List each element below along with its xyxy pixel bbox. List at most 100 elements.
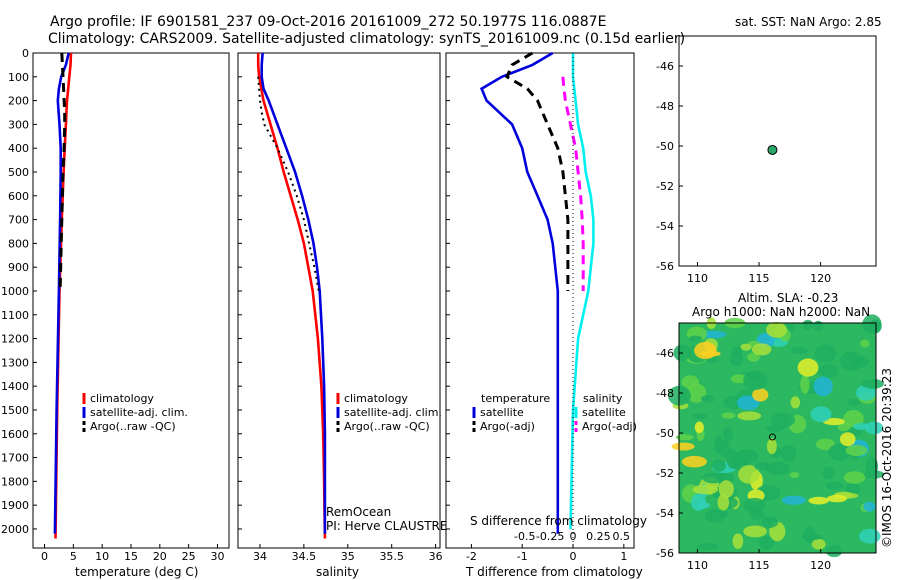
legend-argo: Argo(..raw -QC) <box>344 420 430 433</box>
map-y-tick-label: -52 <box>656 180 674 193</box>
x-tick-label: 0 <box>570 550 577 563</box>
heatmap-cell <box>704 509 726 523</box>
heatmap-cell <box>845 445 868 456</box>
sst-map-title: sat. SST: NaN Argo: 2.85 <box>735 15 882 29</box>
y-tick-label: 800 <box>8 237 29 250</box>
map-x-tick-label: 120 <box>810 559 831 572</box>
series-line-1 <box>260 52 327 534</box>
figure-title-line1: Argo profile: IF 6901581_237 09-Oct-2016… <box>50 14 606 30</box>
heatmap-cell <box>814 344 837 363</box>
y-tick-label: 1800 <box>1 475 29 488</box>
legend-temp-argo: Argo(-adj) <box>480 420 535 433</box>
heatmap-cell <box>729 351 744 367</box>
sla-map-title-line2: Argo h1000: NaN h2000: NaN <box>692 305 870 319</box>
heatmap-cell <box>747 352 760 362</box>
heatmap-cell <box>767 438 777 455</box>
heatmap-cell <box>752 388 769 402</box>
heatmap-cell <box>718 480 734 499</box>
heatmap-cell <box>791 346 808 354</box>
series-line-0 <box>479 51 560 534</box>
s-difference-axis-label: S difference from climatology <box>470 514 647 528</box>
heatmap-cell <box>714 434 723 455</box>
series-line-2 <box>569 53 595 530</box>
heatmap-cell <box>797 358 819 377</box>
heatmap-cell <box>864 421 884 435</box>
map-x-tick-label: 115 <box>749 559 770 572</box>
map-frame <box>678 322 877 554</box>
heatmap-cell <box>770 412 796 428</box>
figure-title-line2: Climatology: CARS2009. Satellite-adjuste… <box>48 31 685 47</box>
float-position-marker <box>768 433 776 441</box>
heatmap-cell <box>810 406 832 423</box>
heatmap-cell <box>701 395 715 403</box>
map-y-tick-label: -50 <box>656 427 674 440</box>
heatmap-cell <box>781 495 806 505</box>
heatmap-cell <box>839 432 856 447</box>
map-x-tick-label: 110 <box>687 272 708 285</box>
x-tick-label: 0 <box>41 550 48 563</box>
heatmap-cell <box>735 449 759 464</box>
temperature-axis-label: temperature (deg C) <box>75 565 198 579</box>
x-tick-label: 10 <box>95 550 109 563</box>
heatmap-cell <box>845 482 861 496</box>
heatmap-cell <box>860 339 870 348</box>
y-tick-label: 600 <box>8 190 29 203</box>
x-tick-label: 20 <box>153 550 167 563</box>
heatmap-cell <box>815 438 835 450</box>
legend-sal-argo: Argo(-adj) <box>582 420 637 433</box>
heatmap-cell <box>738 465 760 484</box>
y-tick-label: 2000 <box>1 523 29 536</box>
heatmap-cell <box>790 396 801 409</box>
heatmap-cell <box>700 350 721 357</box>
heatmap-cell <box>740 343 752 351</box>
heatmap-cell <box>802 319 814 330</box>
y-tick-label: 1100 <box>1 309 29 322</box>
heatmap-cell <box>743 497 766 512</box>
y-tick-label: 1600 <box>1 428 29 441</box>
pi-annotation: PI: Herve CLAUSTRE <box>326 519 447 533</box>
map-x-tick-label: 110 <box>687 559 708 572</box>
heatmap-cell <box>690 493 707 512</box>
map-y-tick-label: -48 <box>656 387 674 400</box>
y-tick-label: 700 <box>8 214 29 227</box>
heatmap-cell <box>828 443 851 461</box>
y-tick-label: 1700 <box>1 452 29 465</box>
heatmap-cell <box>737 411 762 421</box>
map-y-tick-label: -56 <box>656 260 674 273</box>
sst-map-panel: -46 -48 -50 -52 -54 -56 110 115 120 <box>656 35 877 285</box>
project-annotation: RemOcean <box>326 505 391 519</box>
heatmap-cell <box>862 314 882 335</box>
heatmap-cell <box>781 444 797 463</box>
heatmap-cell <box>808 496 829 505</box>
heatmap-cell <box>737 395 760 411</box>
legend-climatology: climatology <box>344 392 408 405</box>
heatmap-cell <box>856 384 876 401</box>
y-tick-label: 1000 <box>1 285 29 298</box>
x-tick-label: 25 <box>182 550 196 563</box>
y-tick-label: 900 <box>8 261 29 274</box>
heatmap-cell <box>726 449 739 469</box>
map-y-tick-label: -54 <box>656 507 674 520</box>
imos-timestamp: ©IMOS 16-Oct-2016 20:39:23 <box>880 368 894 548</box>
legend-argo: Argo(..raw -QC) <box>90 420 176 433</box>
plot-frame <box>32 52 230 549</box>
heatmap-cell <box>825 544 843 558</box>
legend-header-salinity: salinity <box>583 392 623 405</box>
x-tick-label: -1 <box>517 550 528 563</box>
heatmap-cell <box>765 461 790 476</box>
heatmap-cell <box>811 538 826 550</box>
heatmap-cell <box>766 321 787 338</box>
y-tick-label: 400 <box>8 142 29 155</box>
y-tick-label: 300 <box>8 118 29 131</box>
float-position-marker <box>767 144 778 155</box>
y-tick-label: 500 <box>8 166 29 179</box>
x-tick-label: 34 <box>253 550 267 563</box>
heatmap-cell <box>701 330 727 339</box>
heatmap-cell <box>823 418 845 426</box>
heatmap-cell <box>712 459 726 472</box>
heatmap-cell <box>843 471 866 484</box>
temperature-panel: 0100200300400500600700800900100011001200… <box>1 47 230 563</box>
x-tick-label: 36 <box>429 550 443 563</box>
heatmap-cell <box>859 528 881 544</box>
